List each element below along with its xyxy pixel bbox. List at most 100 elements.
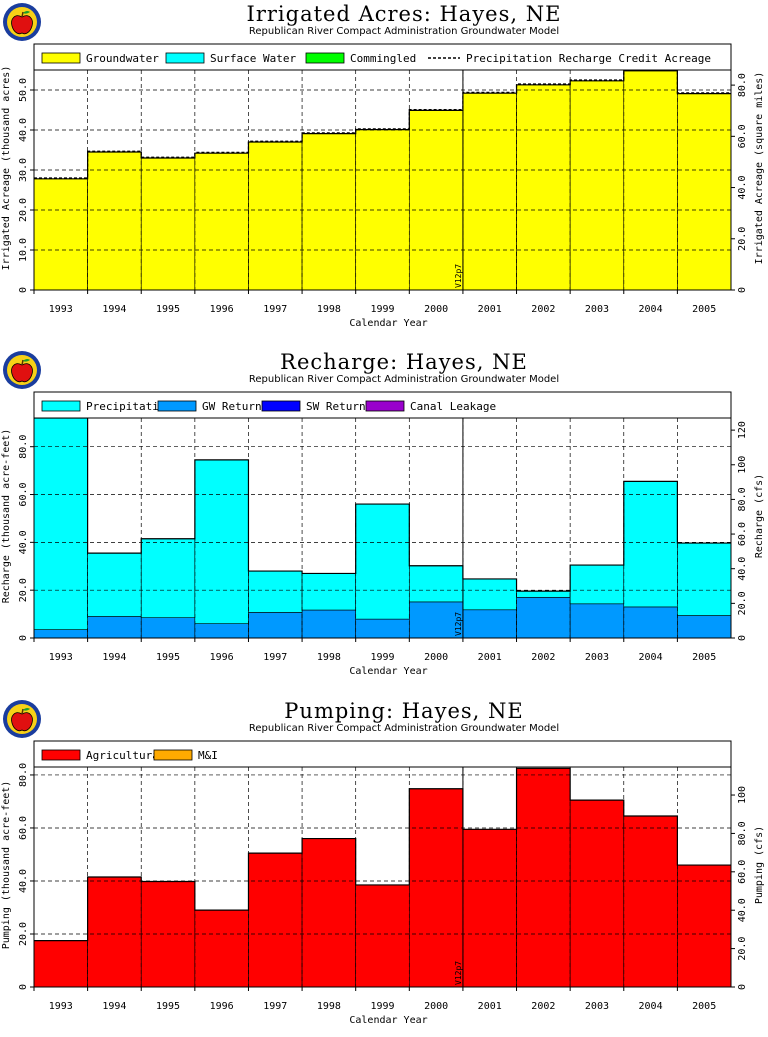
x-tick-label: 1996 bbox=[210, 1001, 234, 1012]
bar-outline bbox=[34, 767, 731, 942]
y-tick-label: 0 bbox=[18, 287, 29, 293]
bar-agricultural-1993 bbox=[33, 940, 88, 988]
bar-gw-returns-1997 bbox=[248, 612, 303, 639]
bar-precipitation-1999 bbox=[355, 503, 410, 620]
bar-groundwater-2001 bbox=[462, 92, 517, 291]
x-tick-label: 2000 bbox=[424, 652, 448, 663]
x-tick-label: 1998 bbox=[317, 652, 341, 663]
chart-subtitle: Republican River Compact Administration … bbox=[248, 723, 560, 734]
bar-groundwater-1995 bbox=[140, 157, 196, 291]
apple-logo-icon bbox=[3, 3, 41, 41]
bar-groundwater-1993 bbox=[33, 178, 88, 291]
y-tick-label: 80.0 bbox=[18, 435, 29, 459]
x-tick-label: 2003 bbox=[585, 652, 609, 663]
legend-swatch bbox=[153, 749, 193, 761]
chart-title: Irrigated Acres: Hayes, NE bbox=[246, 2, 562, 26]
y-tick-label: 40.0 bbox=[18, 530, 29, 554]
bar-precipitation-1994 bbox=[87, 552, 142, 617]
x-tick-label: 1993 bbox=[49, 652, 73, 663]
recharge-chart: Recharge: Hayes, NE Republican River Com… bbox=[0, 348, 768, 688]
bar-groundwater-1997 bbox=[248, 141, 303, 291]
bar-precipitation-2000 bbox=[409, 565, 464, 603]
y2-tick-label: 20.0 bbox=[737, 937, 748, 961]
x-tick-label: 2004 bbox=[639, 1001, 663, 1012]
plot-area: V12p7 Groundwater Surface Water Commingled P… bbox=[1, 43, 765, 329]
x-tick-label: 1999 bbox=[370, 652, 394, 663]
y2-tick-label: 0 bbox=[737, 984, 748, 990]
x-tick-label: 2004 bbox=[639, 652, 663, 663]
bar-gw-returns-2005 bbox=[677, 615, 732, 639]
bar-groundwater-2004 bbox=[623, 70, 678, 291]
x-tick-label: 1997 bbox=[263, 1001, 287, 1012]
bar-precipitation-2003 bbox=[569, 564, 625, 605]
bar-agricultural-2002 bbox=[516, 768, 571, 988]
y2-tick-label: 80.0 bbox=[737, 73, 748, 97]
legend-swatch bbox=[41, 400, 81, 412]
bar-gw-returns-1995 bbox=[140, 617, 196, 639]
legend-label: Precipitation Recharge Credit Acreage bbox=[466, 52, 711, 65]
legend-label: Agricultural bbox=[86, 749, 165, 762]
x-tick-label: 2003 bbox=[585, 1001, 609, 1012]
bar-outline bbox=[34, 70, 731, 180]
y-tick-label: 80.0 bbox=[18, 763, 29, 787]
bar-agricultural-2004 bbox=[623, 815, 678, 988]
y-tick-label: 30.0 bbox=[18, 158, 29, 182]
y2-tick-label: 100 bbox=[737, 456, 748, 474]
y2-tick-label: 40.0 bbox=[737, 176, 748, 200]
legend-box bbox=[34, 44, 731, 70]
bar-gw-returns-1999 bbox=[355, 618, 410, 639]
chart-subtitle: Republican River Compact Administration … bbox=[248, 26, 560, 37]
bar-precipitation-2001 bbox=[462, 578, 517, 611]
bar-precipitation-1995 bbox=[140, 538, 196, 618]
legend-swatch bbox=[41, 749, 81, 761]
legend-swatch bbox=[305, 52, 345, 64]
x-tick-label: 2005 bbox=[692, 304, 716, 315]
bar-groundwater-1996 bbox=[194, 152, 249, 291]
y2-tick-label: 20.0 bbox=[737, 591, 748, 615]
pumping-chart: Pumping: Hayes, NE Republican River Comp… bbox=[0, 697, 768, 1037]
x-tick-label: 1994 bbox=[102, 1001, 126, 1012]
x-tick-label: 2002 bbox=[531, 304, 555, 315]
y2-axis-label: Irrigated Acreage (square miles) bbox=[754, 72, 765, 265]
y-tick-label: 20.0 bbox=[18, 922, 29, 946]
legend-label: Groundwater bbox=[86, 52, 159, 65]
x-tick-label: 1998 bbox=[317, 1001, 341, 1012]
y2-tick-label: 40.0 bbox=[737, 898, 748, 922]
x-tick-label: 1996 bbox=[210, 304, 234, 315]
y2-tick-label: 60.0 bbox=[737, 522, 748, 546]
y2-tick-label: 60.0 bbox=[737, 124, 748, 148]
x-tick-label: 2000 bbox=[424, 304, 448, 315]
bar-precipitation-1996 bbox=[194, 459, 249, 624]
precipitation-credit-line bbox=[34, 69, 731, 179]
x-tick-label: 2005 bbox=[692, 1001, 716, 1012]
bar-groundwater-2002 bbox=[516, 84, 571, 291]
x-tick-label: 1998 bbox=[317, 304, 341, 315]
plot-area: V12p7 Precipitation GW Returns SW Returns Ca… bbox=[1, 391, 765, 677]
x-tick-label: 1995 bbox=[156, 652, 180, 663]
x-tick-label: 2005 bbox=[692, 652, 716, 663]
legend-label: GW Returns bbox=[202, 400, 268, 413]
plot-frame bbox=[33, 43, 732, 291]
bar-gw-returns-2004 bbox=[623, 606, 678, 639]
bar-precipitation-1998 bbox=[301, 573, 356, 611]
bar-agricultural-2005 bbox=[677, 864, 732, 988]
legend-swatch bbox=[261, 400, 301, 412]
bar-gw-returns-1998 bbox=[301, 609, 356, 639]
irrigated-acres-chart: Irrigated Acres: Hayes, NE Republican Ri… bbox=[0, 0, 768, 340]
y-axis-label: Irrigated Acreage (thousand acres) bbox=[1, 66, 12, 271]
legend-label: M&I bbox=[198, 749, 218, 762]
y2-tick-label: 40.0 bbox=[737, 557, 748, 581]
y2-tick-label: 0 bbox=[737, 635, 748, 641]
y2-tick-label: 80.0 bbox=[737, 487, 748, 511]
x-tick-label: 2001 bbox=[478, 1001, 502, 1012]
y2-axis-label: Pumping (cfs) bbox=[754, 826, 765, 904]
y-tick-label: 60.0 bbox=[18, 482, 29, 506]
y2-axis-label: Recharge (cfs) bbox=[754, 474, 765, 558]
x-tick-label: 1994 bbox=[102, 652, 126, 663]
bar-precipitation-1997 bbox=[248, 570, 303, 613]
x-tick-label: 2004 bbox=[639, 304, 663, 315]
legend-swatch bbox=[165, 52, 205, 64]
chart-title: Pumping: Hayes, NE bbox=[284, 699, 524, 723]
x-tick-label: 1997 bbox=[263, 304, 287, 315]
version-marker-label: V12p7 bbox=[454, 612, 463, 636]
